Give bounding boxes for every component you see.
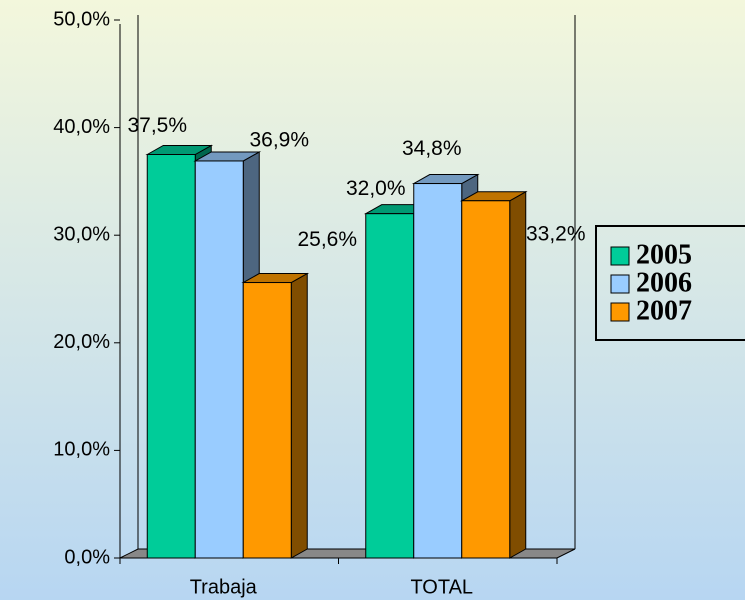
- bar-side: [509, 190, 527, 559]
- x-tick-label: TOTAL: [410, 576, 473, 598]
- bar-front: [146, 154, 196, 559]
- y-tick-label: 50,0%: [53, 8, 110, 30]
- y-tick-label: 40,0%: [53, 116, 110, 138]
- bar-front: [413, 183, 463, 559]
- value-label: 37,5%: [127, 114, 187, 137]
- y-tick-label: 0,0%: [64, 546, 110, 568]
- bar: [459, 190, 528, 559]
- legend-label: 2006: [636, 267, 692, 298]
- value-label: 36,9%: [249, 129, 309, 152]
- legend-box: [595, 225, 745, 341]
- legend-swatch: [610, 274, 630, 294]
- value-label: 33,2%: [526, 222, 586, 245]
- value-label: 25,6%: [297, 228, 357, 251]
- bar-front: [194, 160, 244, 559]
- value-label: 32,0%: [346, 177, 406, 200]
- y-tick-label: 20,0%: [53, 331, 110, 353]
- x-tick-label: Trabaja: [190, 576, 258, 598]
- legend-label: 2007: [636, 295, 692, 326]
- legend-swatch: [610, 246, 630, 266]
- value-label: 34,8%: [402, 137, 462, 160]
- legend-swatch: [610, 302, 630, 322]
- bar-side: [290, 272, 308, 559]
- bar-front: [242, 282, 292, 559]
- bar-front: [365, 213, 415, 559]
- y-tick-label: 30,0%: [53, 223, 110, 245]
- bar-front: [461, 200, 511, 559]
- bar: [241, 272, 310, 559]
- y-tick-label: 10,0%: [53, 439, 110, 461]
- legend-label: 2005: [636, 239, 692, 270]
